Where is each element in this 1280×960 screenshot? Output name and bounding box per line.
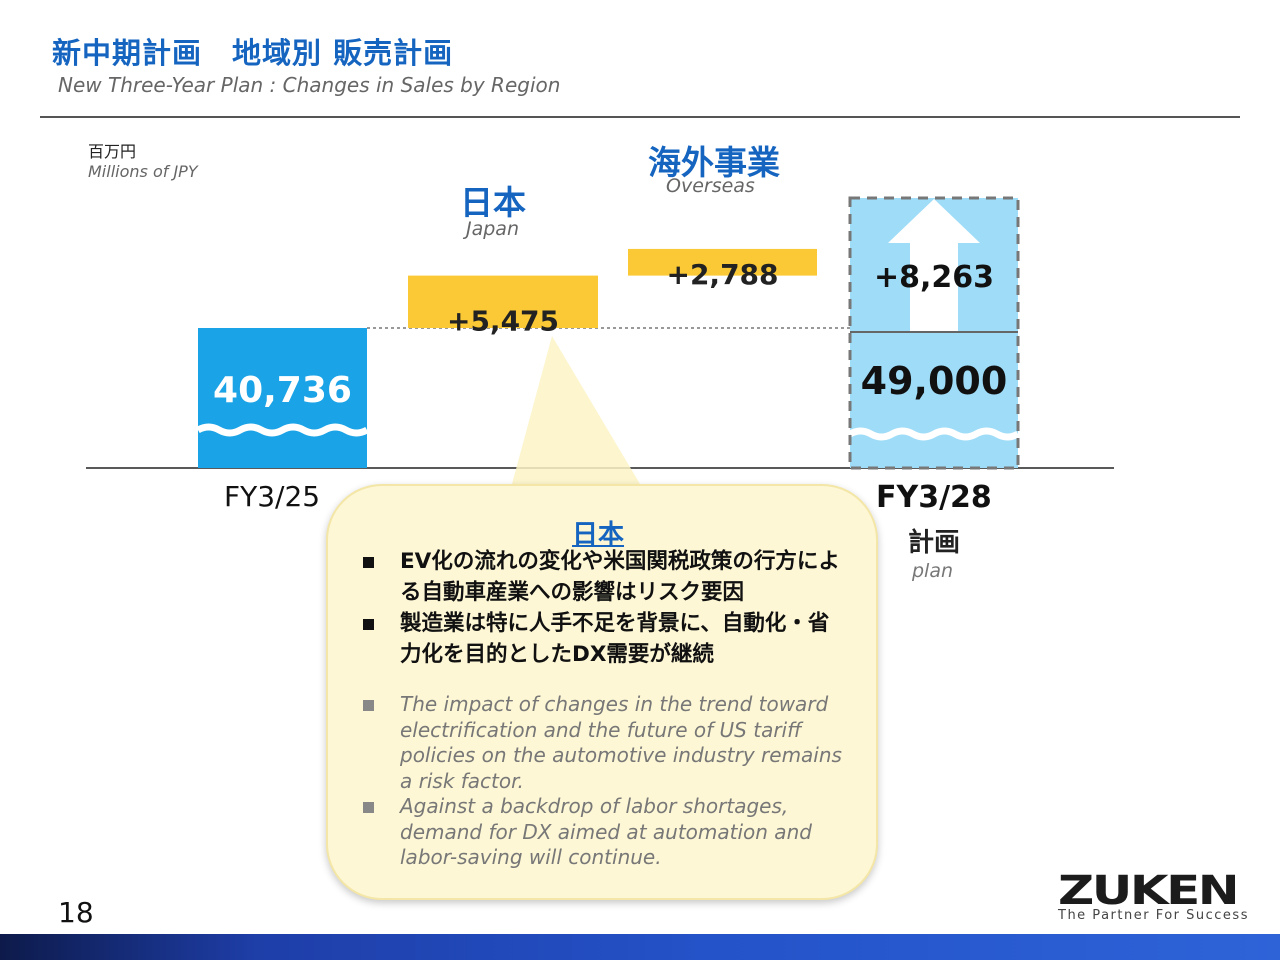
callout-bullet-ja-2: 製造業は特に人手不足を背景に、自動化・省力化を目的としたDX需要が継続 [400,611,830,667]
page-subtitle: New Three-Year Plan : Changes in Sales b… [58,73,561,97]
bullet-square-icon [363,802,374,813]
plan-label-en: plan [912,560,954,582]
unit-label-ja: 百万円 [88,142,137,161]
footer-band [0,934,1280,960]
region-label-overseas-ja: 海外事業 [648,143,780,182]
data-label-increase: +8,263 [874,260,994,295]
page-number: 18 [58,896,94,929]
brand-tagline: The Partner For Success [1058,908,1249,923]
data-label-fy3-25: 40,736 [213,370,352,411]
unit-label-en: Millions of JPY [88,162,198,181]
bar-break-wave [196,423,369,437]
region-label-overseas-en: Overseas [666,175,755,197]
callout-title: 日本 [572,520,625,550]
data-label-overseas: +2,788 [666,258,778,291]
bar-break-wave [848,427,1020,441]
bar-japan-increment [408,275,598,328]
page-title: 新中期計画 地域別 販売計画 [52,36,454,70]
callout-pointer [512,336,640,484]
bar-fy3-25 [198,328,367,468]
category-label-fy3-28: FY3/28 [876,480,992,515]
japan-callout-box [326,484,878,900]
bullet-square-icon [363,619,374,630]
callout-bullet-ja-1: EV化の流れの変化や米国関税政策の行方による自動車産業への影響はリスク要因 [400,549,840,605]
data-label-fy3-28: 49,000 [861,359,1008,403]
category-label-fy3-25: FY3/25 [224,480,321,513]
region-label-japan-en: Japan [466,218,519,240]
callout-bullet-en-2: Against a backdrop of labor shortages, d… [400,794,812,869]
bullet-square-icon [363,700,374,711]
data-label-japan: +5,475 [447,305,559,338]
callout-bullet-en-1: The impact of changes in the trend towar… [400,692,842,793]
increase-arrow-icon [888,199,980,332]
plan-label-ja: 計画 [908,528,961,558]
header-divider [40,116,1240,118]
region-label-japan-ja: 日本 [460,183,526,222]
zuken-logo: ZUKEN [1058,868,1240,914]
bullet-square-icon [363,557,374,568]
bar-overseas-increment [628,248,817,276]
